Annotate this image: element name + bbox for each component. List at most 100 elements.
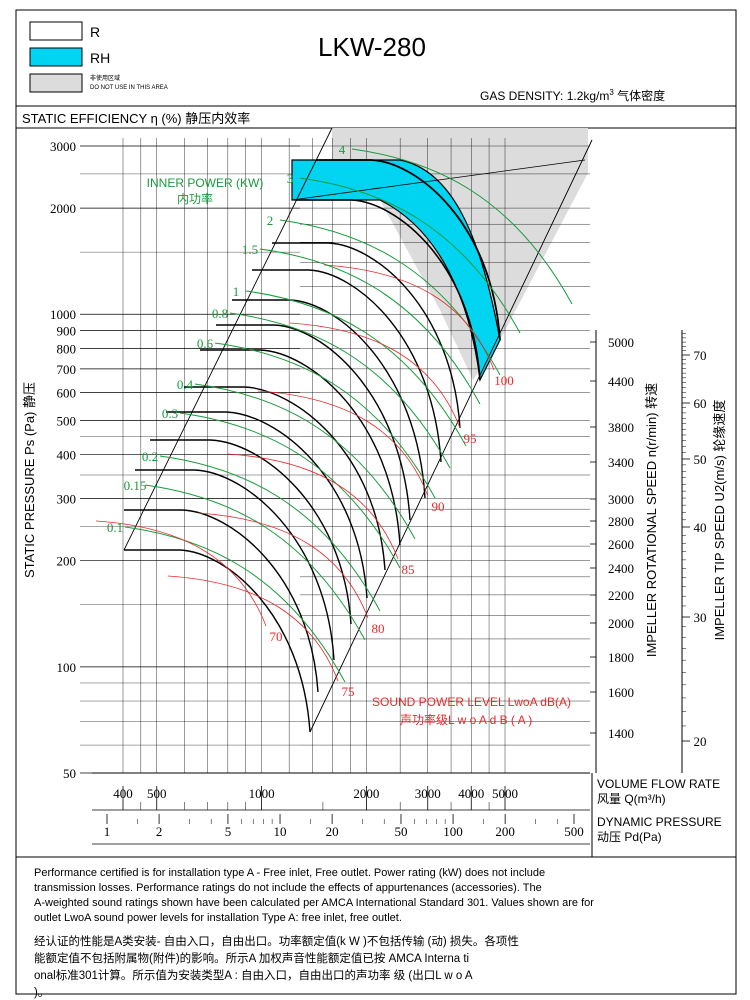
inner-power-curve-0.8 bbox=[229, 312, 451, 469]
inner-power-label-1.5: 1.5 bbox=[242, 242, 258, 257]
dynamic-tick-label: 100 bbox=[443, 824, 463, 839]
inner-power-curve-3 bbox=[299, 177, 521, 334]
flow-tick-label: 4000 bbox=[458, 786, 484, 801]
section-title: STATIC EFFICIENCY η (%) 静压内效率 bbox=[22, 111, 250, 126]
sound-power-label-80: 80 bbox=[372, 621, 385, 636]
inner-power-curve-0.2 bbox=[159, 455, 381, 612]
legend-swatch-rh bbox=[29, 47, 83, 67]
legend-label-no-use-en: DO NOT USE IN THIS AREA bbox=[90, 85, 168, 91]
inner-power-label-3: 3 bbox=[287, 171, 294, 186]
dynamic-tick-label: 200 bbox=[495, 824, 515, 839]
speed-curve-2000 bbox=[150, 439, 352, 625]
flow-tick-label: 5000 bbox=[492, 786, 518, 801]
speed-curve-1600 bbox=[124, 509, 319, 693]
inner-power-label-4: 4 bbox=[339, 142, 346, 157]
inner-power-label-0.15: 0.15 bbox=[124, 478, 147, 493]
speed-tick-label: 1400 bbox=[608, 726, 634, 741]
speed-tick-label: 2000 bbox=[608, 616, 634, 631]
speed-curves-group bbox=[124, 159, 501, 733]
sound-power-curve-90 bbox=[257, 390, 429, 497]
tip-tick-label: 20 bbox=[694, 734, 707, 749]
boundary-line-top bbox=[291, 159, 586, 201]
y-tick-label: 2000 bbox=[50, 201, 76, 216]
inner-power-label-0.3: 0.3 bbox=[162, 406, 178, 421]
sound-power-curve-80 bbox=[197, 512, 369, 619]
gas-density: GAS DENSITY: 1.2kg/m3 气体密度 bbox=[480, 88, 665, 103]
flow-axis-title: VOLUME FLOW RATE bbox=[597, 777, 720, 791]
tip-tick-label: 30 bbox=[694, 610, 707, 625]
speed-tick-label: 1800 bbox=[608, 650, 634, 665]
inner-power-curve-0.6 bbox=[214, 342, 436, 499]
speed-curve-3400 bbox=[252, 269, 442, 463]
notes-cn: onal标准301计算。所示值为安装类型A : 自由入口，自由出口的声功率 级 … bbox=[34, 968, 473, 982]
speed-curve-2200 bbox=[166, 411, 368, 599]
boundary-diagonal-left bbox=[123, 127, 333, 551]
legend-swatch-r bbox=[29, 21, 83, 41]
legend-label-r: R bbox=[90, 24, 100, 40]
sound-power-curve-75 bbox=[167, 575, 339, 682]
sound-power-title: SOUND POWER LEVEL LwoA dB(A) bbox=[372, 695, 571, 709]
flow-axis-unit: 风量 Q(m³/h) bbox=[597, 792, 666, 806]
y-axis-title: STATIC PRESSURE Ps (Pa) 静压 bbox=[22, 382, 37, 578]
dynamic-axis-title: DYNAMIC PRESSURE bbox=[597, 815, 722, 829]
dynamic-tick-label: 1 bbox=[104, 824, 111, 839]
sound-power-title-cn: 声功率级L w o A d B ( A ) bbox=[400, 712, 532, 727]
notes-en: A-weighted sound ratings shown have been… bbox=[34, 897, 594, 909]
legend-label-rh: RH bbox=[90, 50, 110, 66]
tip-tick-label: 40 bbox=[694, 520, 707, 535]
speed-tick-label: 2800 bbox=[608, 514, 634, 529]
speed-curve-3800 bbox=[272, 242, 461, 429]
flow-tick-label: 500 bbox=[147, 786, 167, 801]
y-tick-label: 50 bbox=[63, 766, 76, 781]
notes-cn: 能额定值不包括附属物(附件)的影响。所示A 加权声音性能额定值已按 AMCA I… bbox=[34, 951, 469, 965]
speed-curve-1800 bbox=[135, 469, 335, 661]
y-tick-label: 700 bbox=[57, 362, 77, 377]
sound-power-label-95: 95 bbox=[464, 431, 477, 446]
speed-tick-label: 3000 bbox=[608, 492, 634, 507]
sound-power-curve-70 bbox=[95, 520, 267, 627]
speed-tick-label: 3800 bbox=[608, 420, 634, 435]
inner-power-title-cn: 内功率 bbox=[177, 191, 213, 206]
sound-power-curve-85 bbox=[227, 453, 399, 560]
legend-label-no-use-cn: 非使用区域 bbox=[90, 74, 120, 82]
y-tick-label: 1000 bbox=[50, 307, 76, 322]
y-tick-label: 300 bbox=[57, 492, 77, 507]
speed-tick-label: 4400 bbox=[608, 374, 634, 389]
inner-power-curve-0.1 bbox=[124, 526, 346, 683]
flow-tick-label: 1000 bbox=[249, 786, 275, 801]
inner-power-curve-1.5 bbox=[259, 248, 481, 405]
inner-power-label-0.8: 0.8 bbox=[212, 306, 228, 321]
sound-power-curve-95 bbox=[289, 322, 461, 429]
inner-power-label-0.1: 0.1 bbox=[107, 520, 123, 535]
boundary-diagonal-right bbox=[309, 139, 593, 733]
y-tick-label: 100 bbox=[57, 660, 77, 675]
speed-curve-5000 bbox=[316, 159, 501, 341]
model-title: LKW-280 bbox=[318, 32, 426, 62]
sound-power-group: 100 95 90 85 80 75 70 bbox=[95, 264, 514, 699]
sound-power-label-100: 100 bbox=[494, 373, 514, 388]
inner-power-curve-0.15 bbox=[144, 484, 366, 641]
speed-curve-4400 bbox=[296, 199, 481, 381]
notes-cn: )。 bbox=[34, 987, 49, 999]
y-tick-label: 400 bbox=[57, 448, 77, 463]
speed-tick-label: 2600 bbox=[608, 537, 634, 552]
y-tick-label: 600 bbox=[57, 385, 77, 400]
tip-axis-title: IMPELLER TIP SPEED U2(m/s) 轮缘速度 bbox=[712, 400, 727, 641]
inner-power-label-0.6: 0.6 bbox=[197, 336, 214, 351]
notes-en: transmission losses. Performance ratings… bbox=[34, 882, 542, 894]
inner-power-curve-0.4 bbox=[194, 383, 416, 540]
sound-power-label-75: 75 bbox=[342, 684, 355, 699]
speed-curve-2600 bbox=[200, 349, 401, 546]
inner-power-label-0.2: 0.2 bbox=[142, 449, 158, 464]
speed-curve-2400 bbox=[184, 386, 386, 571]
speed-tick-label: 3400 bbox=[608, 455, 634, 470]
dynamic-tick-label: 2 bbox=[156, 824, 163, 839]
notes-en: outlet LwoA sound power levels for insta… bbox=[34, 912, 402, 924]
dynamic-tick-label: 50 bbox=[394, 824, 407, 839]
y-tick-label: 800 bbox=[57, 341, 77, 356]
tip-tick-label: 70 bbox=[694, 348, 707, 363]
legend-swatch-no-use bbox=[29, 73, 83, 93]
flow-tick-label: 2000 bbox=[353, 786, 379, 801]
